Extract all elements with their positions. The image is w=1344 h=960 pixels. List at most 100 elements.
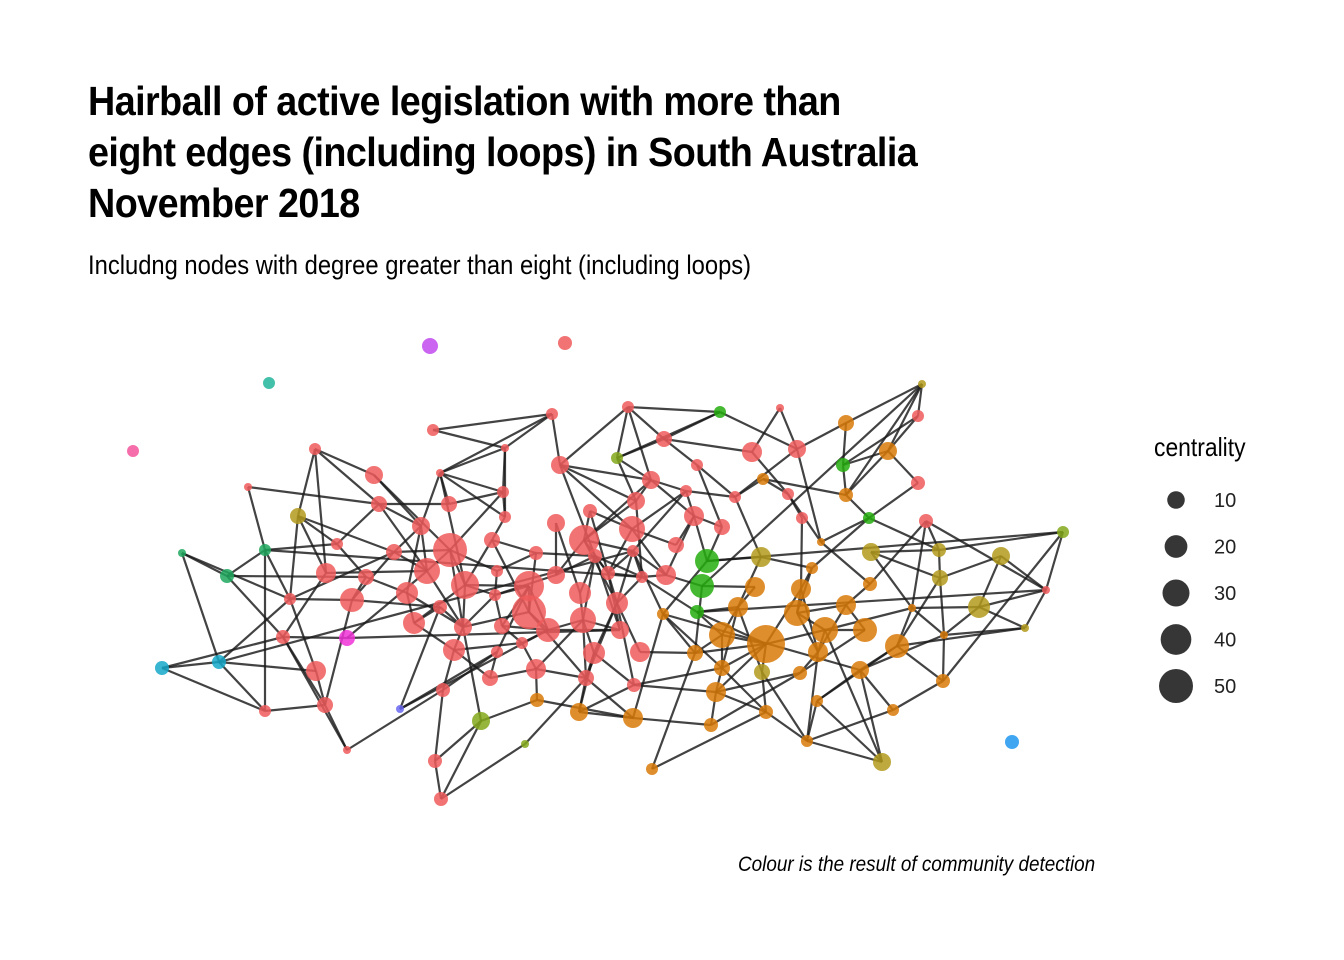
graph-edge: [405, 525, 423, 594]
graph-edge: [805, 651, 820, 742]
graph-node: [1005, 735, 1019, 749]
graph-edge: [578, 684, 635, 713]
graph-edge: [297, 515, 338, 545]
legend-marker-10: [1167, 491, 1185, 509]
graph-node: [630, 642, 650, 662]
graph-edge: [433, 689, 445, 762]
graph-node: [526, 659, 546, 679]
graph-node: [365, 466, 383, 484]
graph-node: [611, 452, 623, 464]
graph-edge: [650, 652, 697, 770]
graph-edge: [226, 549, 266, 577]
graph-node: [940, 631, 948, 639]
title-line-2: eight edges (including loops) in South A…: [88, 129, 918, 175]
graph-node: [569, 582, 591, 604]
chart-title: Hairball of active legislation with more…: [88, 76, 1008, 229]
graph-node: [606, 592, 628, 614]
graph-node: [611, 621, 629, 639]
graph-node: [512, 595, 546, 629]
graph-edge: [336, 503, 380, 545]
graph-node: [501, 444, 509, 452]
graph-edge: [869, 520, 927, 585]
graph-node: [796, 512, 808, 524]
legend-label-10: 10: [1214, 490, 1236, 512]
graph-edge: [288, 515, 300, 600]
graph-node: [680, 485, 692, 497]
graph-node: [547, 566, 565, 584]
graph-node: [306, 661, 326, 681]
graph-edge: [323, 599, 354, 706]
graph-node: [428, 754, 442, 768]
graph-edge: [910, 520, 928, 609]
graph-edge: [440, 743, 526, 800]
graph-node: [316, 563, 336, 583]
graph-node: [885, 634, 909, 658]
graph-edge: [419, 472, 442, 527]
graph-node: [443, 639, 465, 661]
graph-edge: [282, 635, 348, 640]
legend-marker-30: [1162, 579, 1190, 607]
graph-node: [751, 547, 771, 567]
graph-edge: [461, 626, 483, 722]
graph-edge: [282, 636, 348, 751]
graph-edge: [1000, 555, 1047, 591]
graph-node: [873, 753, 891, 771]
graph-node: [588, 549, 602, 563]
graph-node: [309, 443, 321, 455]
graph-edge: [439, 413, 553, 474]
graph-edge: [795, 448, 823, 543]
graph-edge: [218, 598, 291, 663]
graph-edge: [226, 575, 284, 638]
graph-edge: [439, 446, 506, 475]
graph-edge: [346, 628, 621, 640]
graph-node: [695, 549, 719, 573]
graph-edge: [941, 634, 946, 682]
graph-edge: [434, 720, 482, 762]
graph-node: [968, 596, 990, 618]
graph-node: [436, 683, 450, 697]
graph-edge: [264, 542, 338, 552]
graph-edge: [925, 520, 1047, 591]
graph-node: [433, 533, 467, 567]
graph-node: [546, 408, 558, 420]
graph-edge: [378, 503, 428, 572]
graph-node: [619, 516, 645, 542]
graph-node: [317, 697, 333, 713]
graph-edge: [480, 698, 538, 723]
graph-node: [412, 517, 430, 535]
graph-edge: [440, 720, 482, 800]
graph-node: [836, 595, 856, 615]
graph-edge: [799, 629, 866, 674]
graph-edge: [695, 464, 724, 528]
graph-node: [441, 496, 457, 512]
graph-edge: [398, 606, 442, 710]
legend-label-40: 40: [1214, 630, 1236, 652]
graph-node: [396, 582, 418, 604]
graph-node: [583, 504, 597, 518]
graph-node: [340, 588, 364, 612]
graph-edge: [554, 522, 582, 594]
graph-edge: [842, 415, 919, 466]
graph-edge: [615, 602, 636, 686]
graph-edge: [721, 667, 767, 713]
graph-node: [908, 604, 916, 612]
graph-node: [656, 565, 676, 585]
graph-node: [536, 618, 560, 642]
graph-edge: [719, 411, 798, 450]
graph-node: [690, 605, 704, 619]
graph-node: [339, 630, 355, 646]
graph-edge: [633, 683, 717, 694]
graph-node: [627, 545, 639, 557]
graph-node: [396, 705, 404, 713]
graph-edge: [662, 613, 723, 669]
graph-node: [793, 666, 807, 680]
graph-node: [911, 476, 925, 490]
graph-node: [747, 625, 785, 663]
graph-node: [687, 645, 703, 661]
graph-edge: [632, 550, 664, 615]
graph-node: [636, 571, 648, 583]
graph-edge: [593, 555, 622, 631]
graph-node: [358, 569, 374, 585]
graph-node: [776, 404, 784, 412]
